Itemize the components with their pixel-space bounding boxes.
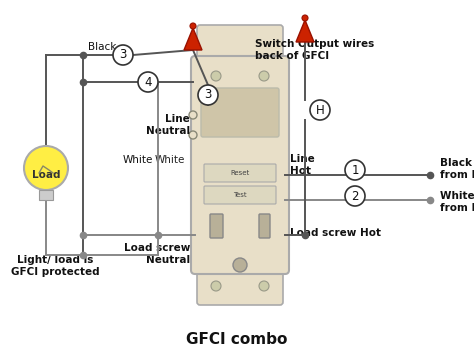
Circle shape — [198, 85, 218, 105]
Text: Load screw Hot: Load screw Hot — [290, 228, 381, 238]
FancyBboxPatch shape — [204, 164, 276, 182]
FancyBboxPatch shape — [210, 214, 223, 238]
Circle shape — [259, 281, 269, 291]
Circle shape — [302, 15, 308, 21]
Polygon shape — [296, 20, 314, 42]
Polygon shape — [184, 28, 202, 50]
FancyBboxPatch shape — [39, 190, 53, 200]
Text: White Neutral
from Breaker box: White Neutral from Breaker box — [440, 191, 474, 213]
Text: 3: 3 — [119, 48, 127, 61]
FancyBboxPatch shape — [201, 88, 279, 137]
Text: Black: Black — [88, 42, 117, 52]
Circle shape — [211, 71, 221, 81]
Text: 1: 1 — [351, 164, 359, 177]
Circle shape — [345, 186, 365, 206]
Text: Load: Load — [32, 170, 60, 180]
Text: 4: 4 — [144, 75, 152, 88]
Circle shape — [138, 72, 158, 92]
Text: H: H — [316, 104, 324, 117]
Text: Switch Output wires
back of GFCI: Switch Output wires back of GFCI — [255, 39, 374, 61]
FancyBboxPatch shape — [191, 56, 289, 274]
Text: Black Hot
from Breaker: Black Hot from Breaker — [440, 158, 474, 180]
Circle shape — [24, 146, 68, 190]
Text: Line
Hot: Line Hot — [290, 154, 315, 176]
FancyBboxPatch shape — [197, 25, 283, 63]
Circle shape — [233, 258, 247, 272]
Circle shape — [113, 45, 133, 65]
Circle shape — [211, 281, 221, 291]
FancyBboxPatch shape — [259, 214, 270, 238]
Text: Test: Test — [233, 192, 247, 198]
Circle shape — [189, 131, 197, 139]
Text: Load screw
Neutral: Load screw Neutral — [124, 243, 190, 265]
Text: White: White — [123, 155, 153, 165]
Circle shape — [190, 23, 196, 29]
Text: 3: 3 — [204, 88, 212, 101]
Circle shape — [259, 71, 269, 81]
Text: GFCI combo: GFCI combo — [186, 331, 288, 346]
FancyBboxPatch shape — [197, 267, 283, 305]
Circle shape — [345, 160, 365, 180]
Text: White: White — [155, 155, 185, 165]
Text: Reset: Reset — [230, 170, 250, 176]
Circle shape — [310, 100, 330, 120]
Text: Light/ load is
GFCI protected: Light/ load is GFCI protected — [11, 255, 100, 277]
Circle shape — [189, 111, 197, 119]
Text: Line
Neutral: Line Neutral — [146, 114, 190, 136]
FancyBboxPatch shape — [204, 186, 276, 204]
Text: 2: 2 — [351, 190, 359, 203]
